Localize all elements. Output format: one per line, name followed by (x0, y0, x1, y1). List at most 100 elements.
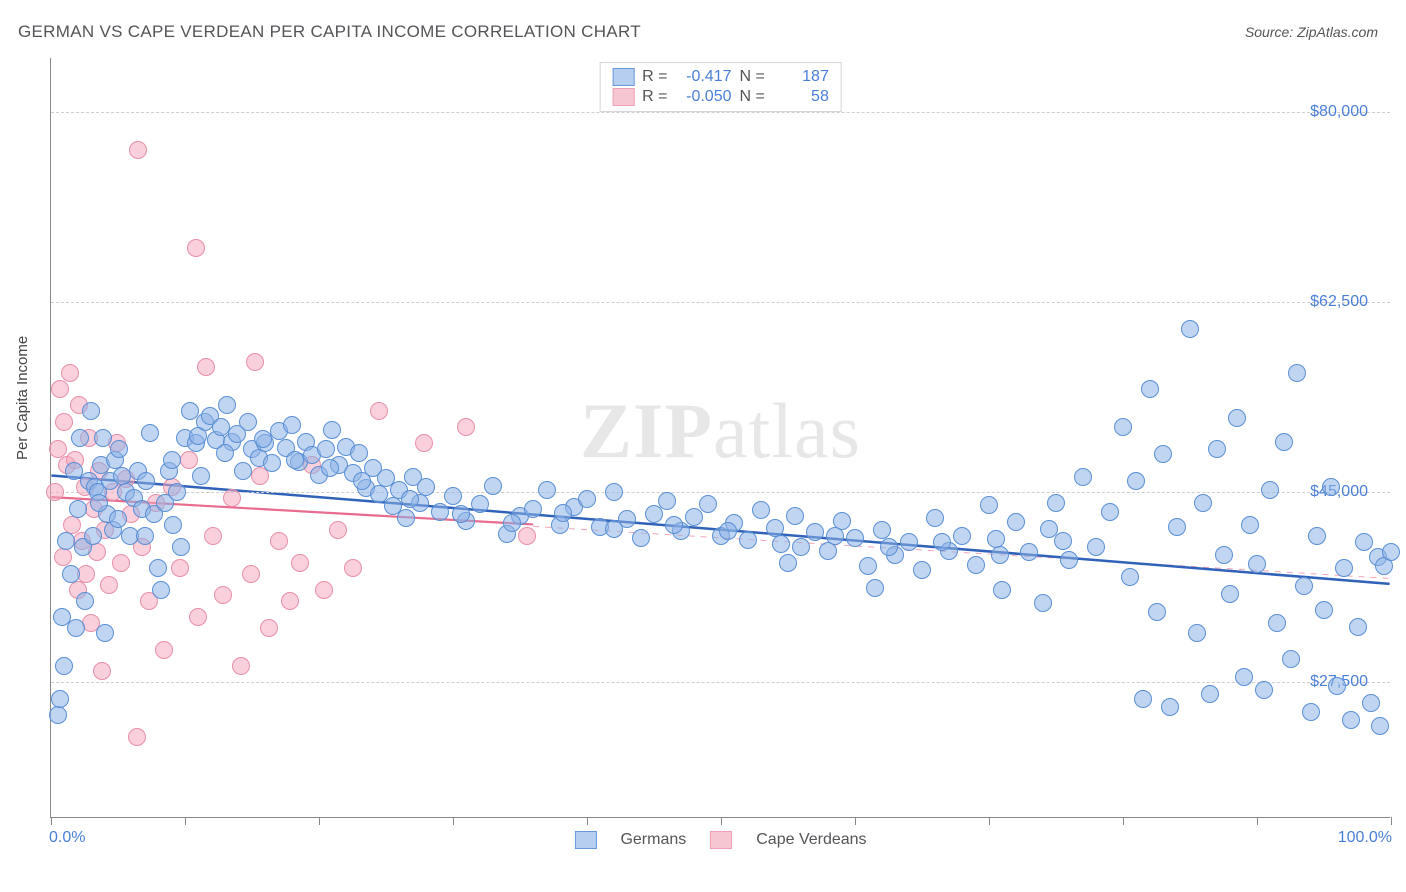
data-point (1328, 677, 1346, 695)
data-point (993, 581, 1011, 599)
data-point (1208, 440, 1226, 458)
legend-N-capeverdeans: 58 (773, 88, 829, 106)
data-point (752, 501, 770, 519)
data-point (1168, 518, 1186, 536)
data-point (1255, 681, 1273, 699)
data-point (987, 530, 1005, 548)
data-point (216, 444, 234, 462)
gridline (51, 492, 1390, 493)
data-point (1221, 585, 1239, 603)
data-point (51, 690, 69, 708)
data-point (291, 554, 309, 572)
data-point (49, 706, 67, 724)
data-point (518, 527, 536, 545)
data-point (323, 421, 341, 439)
data-point (263, 454, 281, 472)
correlation-legend: R = -0.417 N = 187 R = -0.050 N = 58 (599, 62, 842, 112)
data-point (739, 531, 757, 549)
data-point (192, 467, 210, 485)
source-credit: Source: ZipAtlas.com (1245, 24, 1378, 40)
data-point (397, 509, 415, 527)
data-point (1308, 527, 1326, 545)
data-point (223, 489, 241, 507)
data-point (1275, 433, 1293, 451)
data-point (197, 358, 215, 376)
data-point (1127, 472, 1145, 490)
x-tick (587, 817, 588, 825)
data-point (980, 496, 998, 514)
data-point (859, 557, 877, 575)
data-point (1134, 690, 1152, 708)
data-point (1161, 698, 1179, 716)
data-point (152, 581, 170, 599)
data-point (457, 418, 475, 436)
data-point (1322, 478, 1340, 496)
data-point (94, 429, 112, 447)
data-point (129, 141, 147, 159)
data-point (1194, 494, 1212, 512)
data-point (112, 554, 130, 572)
data-point (772, 535, 790, 553)
gridline (51, 112, 1390, 113)
data-point (1342, 711, 1360, 729)
data-point (1241, 516, 1259, 534)
data-point (239, 413, 257, 431)
data-point (1121, 568, 1139, 586)
data-point (1181, 320, 1199, 338)
data-point (344, 559, 362, 577)
x-tick (51, 817, 52, 825)
legend-N-germans: 187 (773, 68, 829, 86)
data-point (62, 565, 80, 583)
data-point (779, 554, 797, 572)
data-point (84, 527, 102, 545)
data-point (967, 556, 985, 574)
x-axis-max: 100.0% (1338, 829, 1392, 847)
data-point (270, 532, 288, 550)
data-point (370, 402, 388, 420)
data-point (109, 510, 127, 528)
data-point (57, 532, 75, 550)
data-point (538, 481, 556, 499)
data-point (554, 504, 572, 522)
data-point (149, 559, 167, 577)
data-point (49, 440, 67, 458)
legend-N-label: N = (740, 88, 765, 106)
data-point (350, 444, 368, 462)
data-point (1101, 503, 1119, 521)
data-point (605, 483, 623, 501)
data-point (1282, 650, 1300, 668)
gridline (51, 302, 1390, 303)
x-tick (1391, 817, 1392, 825)
data-point (1154, 445, 1172, 463)
data-point (991, 546, 1009, 564)
data-point (1007, 513, 1025, 531)
data-point (605, 520, 623, 538)
data-point (172, 538, 190, 556)
x-tick (185, 817, 186, 825)
legend-label-germans: Germans (620, 831, 686, 849)
data-point (204, 527, 222, 545)
data-point (242, 565, 260, 583)
x-tick (319, 817, 320, 825)
data-point (321, 459, 339, 477)
data-point (1302, 703, 1320, 721)
x-axis-min: 0.0% (49, 829, 85, 847)
data-point (1074, 468, 1092, 486)
data-point (1235, 668, 1253, 686)
data-point (329, 521, 347, 539)
data-point (846, 529, 864, 547)
data-point (136, 527, 154, 545)
data-point (168, 483, 186, 501)
data-point (806, 523, 824, 541)
data-point (719, 522, 737, 540)
trend-lines-svg (51, 58, 1390, 817)
data-point (189, 608, 207, 626)
data-point (187, 239, 205, 257)
data-point (128, 728, 146, 746)
data-point (137, 472, 155, 490)
data-point (353, 472, 371, 490)
data-point (163, 451, 181, 469)
data-point (96, 624, 114, 642)
data-point (524, 500, 542, 518)
data-point (665, 516, 683, 534)
